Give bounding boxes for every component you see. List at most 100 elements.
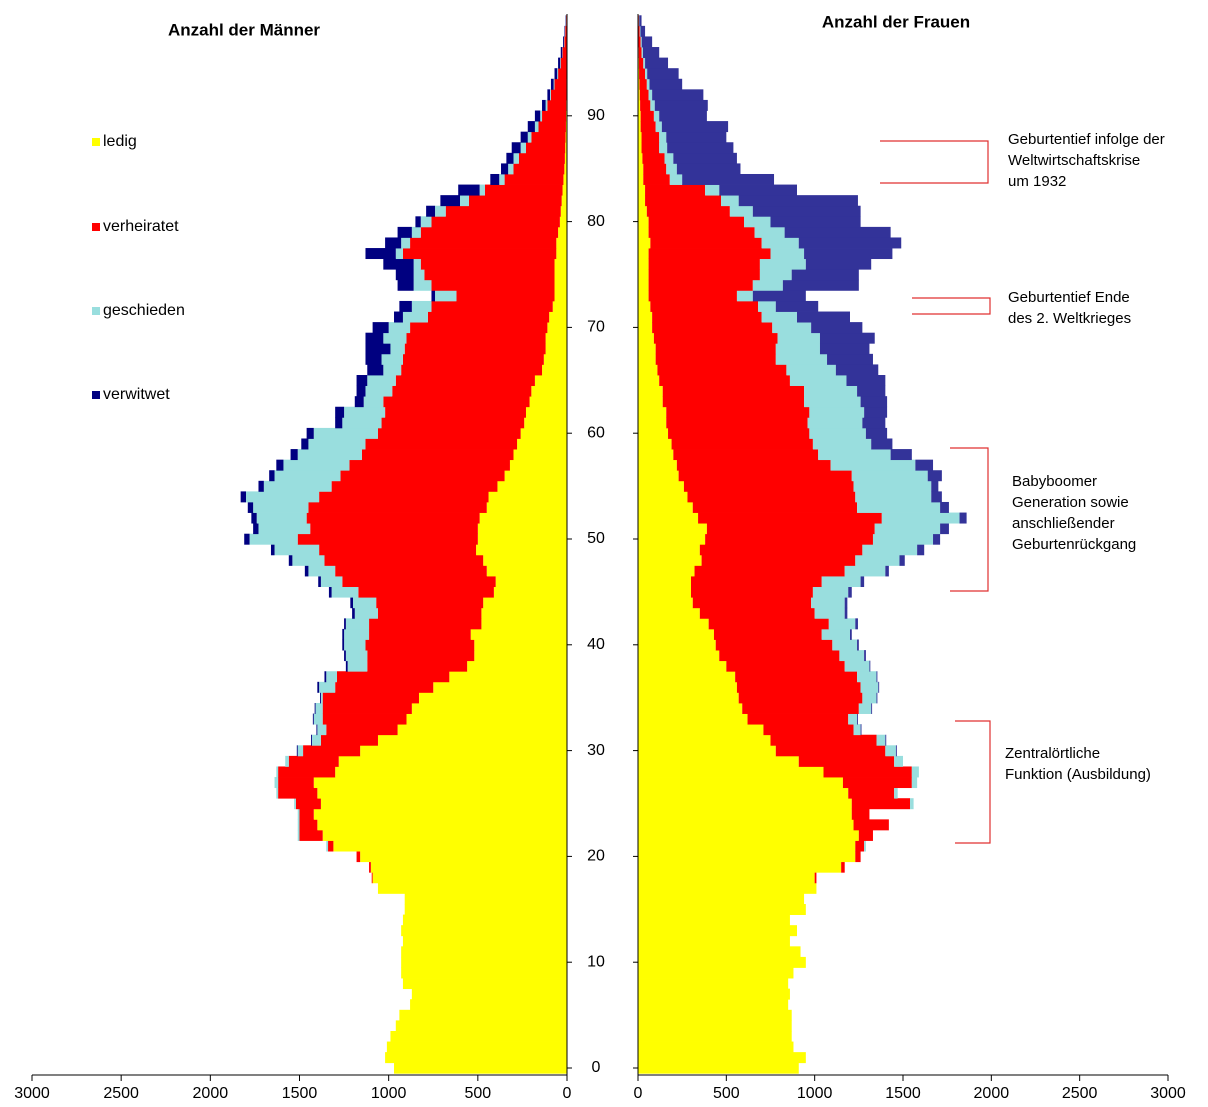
bar-segment (819, 332, 875, 344)
y-tick-label: 70 (587, 319, 605, 336)
bar-segment (638, 692, 739, 704)
bar-segment (638, 427, 669, 439)
bar-segment (358, 586, 494, 598)
bar-segment (310, 523, 478, 535)
bar-segment (650, 99, 655, 111)
bar-segment (314, 702, 316, 714)
bar-segment (390, 1030, 567, 1042)
bar-segment (518, 152, 565, 164)
bar-segment (638, 882, 817, 894)
x-tick-label: 3000 (14, 1085, 50, 1102)
bar-segment (445, 205, 561, 217)
legend-swatch (92, 138, 100, 146)
bar-segment (862, 417, 886, 429)
bar-segment (562, 47, 567, 59)
bar-segment (638, 872, 815, 884)
bar-segment (645, 184, 706, 196)
bar-segment (354, 396, 364, 408)
bar-segment (320, 692, 323, 704)
bar-segment (664, 152, 674, 164)
bar-segment (328, 840, 334, 852)
bar-segment (638, 322, 653, 334)
bar-segment (306, 427, 314, 439)
bar-segment (331, 480, 498, 492)
bar-segment (871, 438, 893, 450)
bar-segment (433, 681, 567, 693)
bar-segment (295, 798, 321, 810)
bar-segment (639, 15, 642, 27)
bar-segment (324, 671, 327, 683)
bar-segment (369, 861, 371, 873)
bar-segment (853, 724, 861, 736)
bar-segment (638, 533, 706, 545)
bar-segment (638, 449, 674, 461)
bar-segment (529, 396, 567, 408)
annotation: anschließender (1012, 515, 1115, 532)
bar-segment (646, 205, 730, 217)
bar-segment (638, 946, 801, 958)
bar-segment (513, 449, 567, 461)
bar-segment (467, 660, 567, 672)
bar-segment (917, 544, 925, 556)
bar-segment (335, 565, 487, 577)
bar-segment (319, 491, 489, 503)
bar-segment (553, 78, 555, 90)
bar-segment (349, 459, 510, 471)
bar-segment (312, 713, 314, 725)
bar-segment (851, 808, 870, 820)
bar-segment (297, 808, 300, 820)
bar-segment (318, 576, 321, 588)
bar-segment (666, 417, 808, 429)
bar-segment (560, 57, 567, 69)
bar-segment (857, 713, 858, 725)
bar-segment (534, 121, 539, 133)
bar-segment (565, 131, 567, 143)
bar-segment (708, 618, 829, 630)
bar-segment (564, 152, 567, 164)
bar-segment (342, 576, 496, 588)
bar-segment (308, 438, 366, 450)
bar-segment (758, 300, 776, 312)
bar-segment (638, 660, 727, 672)
bar-segment (365, 353, 382, 365)
bar-segment (513, 152, 519, 164)
bar-segment (560, 57, 561, 69)
bar-segment (638, 417, 667, 429)
bar-segment (320, 798, 567, 810)
bar-segment (638, 173, 644, 185)
bar-segment (839, 650, 865, 662)
bar-segment (638, 840, 856, 852)
bar-segment (666, 131, 727, 143)
bar-segment (344, 406, 386, 418)
bar-segment (669, 173, 683, 185)
bar-segment (911, 766, 919, 778)
bar-segment (738, 692, 863, 704)
annotation: Geburtentief Ende (1008, 289, 1130, 306)
bar-segment (850, 628, 852, 640)
bar-segment (692, 501, 858, 513)
bar-segment (860, 396, 888, 408)
bar-segment (705, 533, 873, 545)
bar-segment (782, 279, 859, 291)
bar-segment (848, 586, 852, 598)
bar-segment (715, 639, 833, 651)
bar-segment (297, 829, 300, 841)
bar-segment (335, 766, 567, 778)
bar-segment (855, 851, 861, 863)
bar-segment (283, 459, 350, 471)
bar-segment (638, 195, 646, 207)
bar-segment (638, 851, 856, 863)
bar-segment (638, 15, 639, 27)
bar-segment (818, 449, 891, 461)
y-tick-label: 10 (587, 953, 605, 970)
bar-segment (713, 628, 822, 640)
x-tick-label: 2500 (1062, 1085, 1098, 1102)
bar-segment (278, 766, 336, 778)
bar-segment (638, 300, 651, 312)
bar-segment (719, 650, 840, 662)
bar-segment (345, 650, 368, 662)
bar-segment (775, 353, 828, 365)
bar-segment (638, 163, 644, 175)
bar-segment (524, 417, 567, 429)
bar-segment (721, 195, 739, 207)
